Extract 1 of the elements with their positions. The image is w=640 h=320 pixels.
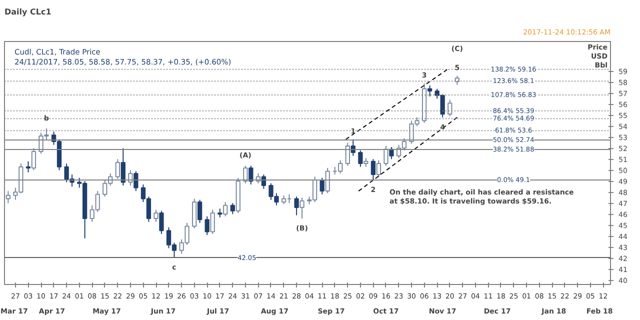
chart-title: Daily CLc1 (4, 8, 52, 16)
